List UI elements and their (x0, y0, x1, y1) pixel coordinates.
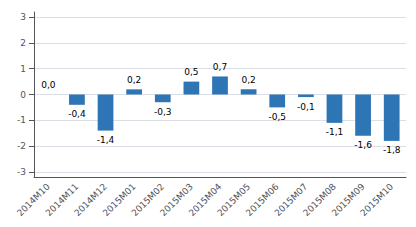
svg-text:1: 1 (20, 64, 26, 74)
svg-text:2015M08: 2015M08 (301, 181, 338, 219)
svg-text:-1,4: -1,4 (97, 135, 115, 145)
svg-text:2015M05: 2015M05 (215, 181, 253, 219)
svg-text:2015M09: 2015M09 (329, 181, 367, 219)
svg-text:-0,3: -0,3 (154, 107, 172, 117)
svg-text:-1,8: -1,8 (383, 145, 401, 155)
svg-text:2015M01: 2015M01 (100, 181, 138, 219)
svg-text:2015M04: 2015M04 (186, 181, 224, 219)
svg-text:0,5: 0,5 (184, 67, 198, 77)
svg-text:-1,6: -1,6 (354, 140, 372, 150)
svg-text:2014M10: 2014M10 (15, 181, 52, 219)
svg-text:-3: -3 (17, 167, 26, 177)
svg-text:0,2: 0,2 (241, 75, 255, 85)
svg-text:2014M12: 2014M12 (72, 181, 110, 219)
svg-text:2015M02: 2015M02 (129, 181, 167, 219)
svg-text:-2: -2 (17, 141, 26, 151)
svg-text:3: 3 (20, 12, 26, 22)
svg-text:2015M07: 2015M07 (272, 181, 310, 219)
svg-text:0,0: 0,0 (41, 80, 56, 90)
svg-text:-0,4: -0,4 (68, 109, 86, 119)
svg-text:-0,5: -0,5 (268, 112, 286, 122)
svg-text:-0,1: -0,1 (297, 102, 315, 112)
svg-text:-1: -1 (17, 115, 26, 125)
svg-text:2015M06: 2015M06 (244, 181, 281, 219)
svg-text:0: 0 (20, 90, 26, 100)
svg-text:2015M03: 2015M03 (158, 181, 195, 219)
svg-text:-1,1: -1,1 (326, 127, 344, 137)
svg-text:0,2: 0,2 (127, 75, 141, 85)
svg-text:0,7: 0,7 (213, 62, 227, 72)
svg-text:2014M11: 2014M11 (43, 181, 81, 219)
svg-text:2015M10: 2015M10 (358, 181, 395, 218)
svg-text:2: 2 (20, 38, 26, 48)
